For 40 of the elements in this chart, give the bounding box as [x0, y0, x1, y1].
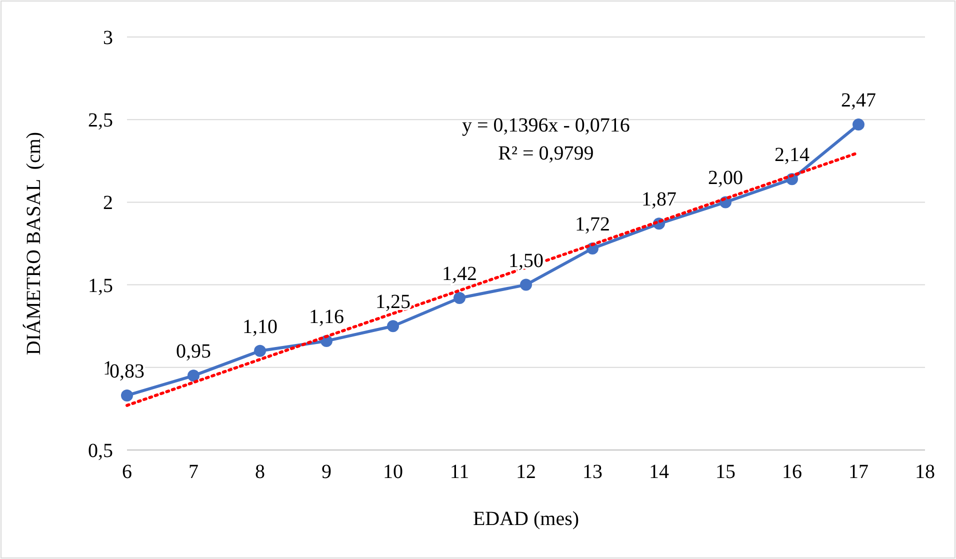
x-tick-label: 18: [915, 461, 935, 483]
x-axis-title: EDAD (mes): [472, 508, 580, 530]
x-tick-label: 17: [848, 461, 868, 483]
data-label: 2,47: [841, 90, 876, 112]
y-tick-label: 0,5: [88, 440, 113, 462]
x-tick-label: 15: [716, 461, 736, 483]
y-tick-label: 1,5: [88, 274, 113, 297]
data-label: 1,16: [309, 306, 344, 328]
point: [254, 344, 266, 357]
y-tick-label: 2: [103, 192, 113, 214]
x-tick-label: 12: [516, 461, 536, 483]
x-tick-label: 7: [188, 461, 198, 483]
x-tick-label: 8: [255, 461, 265, 483]
data-label: 2,00: [708, 167, 743, 190]
x-tick-label: 9: [322, 461, 332, 483]
x-tick-label: 13: [582, 461, 602, 483]
point: [387, 320, 399, 332]
annotation: R² = 0,9799: [498, 142, 594, 165]
point: [454, 292, 466, 304]
data-label: 1,10: [242, 316, 278, 338]
y-tick-label: 2,5: [88, 110, 113, 132]
data-label: 1,42: [442, 263, 477, 286]
point: [520, 278, 532, 291]
data-label: 1,72: [575, 213, 610, 236]
annotation: y = 0,1396x - 0,0716: [462, 114, 630, 137]
point: [852, 118, 864, 131]
data-label: 0,95: [176, 340, 211, 363]
point: [188, 370, 200, 382]
y-axis-title: DIÁMETRO BASAL (cm): [22, 132, 45, 356]
x-tick-label: 11: [450, 461, 470, 483]
x-tick-label: 16: [782, 461, 802, 483]
data-label: 2,14: [774, 144, 810, 166]
x-tick-label: 6: [122, 461, 132, 483]
y-tick-label: 3: [103, 27, 113, 49]
point: [121, 389, 133, 402]
data-label: 1,25: [376, 291, 410, 314]
data-label: 1,87: [642, 188, 676, 211]
data-label: 1,50: [508, 250, 544, 272]
x-tick-label: 14: [649, 461, 669, 483]
x-tick-label: 10: [383, 461, 403, 483]
